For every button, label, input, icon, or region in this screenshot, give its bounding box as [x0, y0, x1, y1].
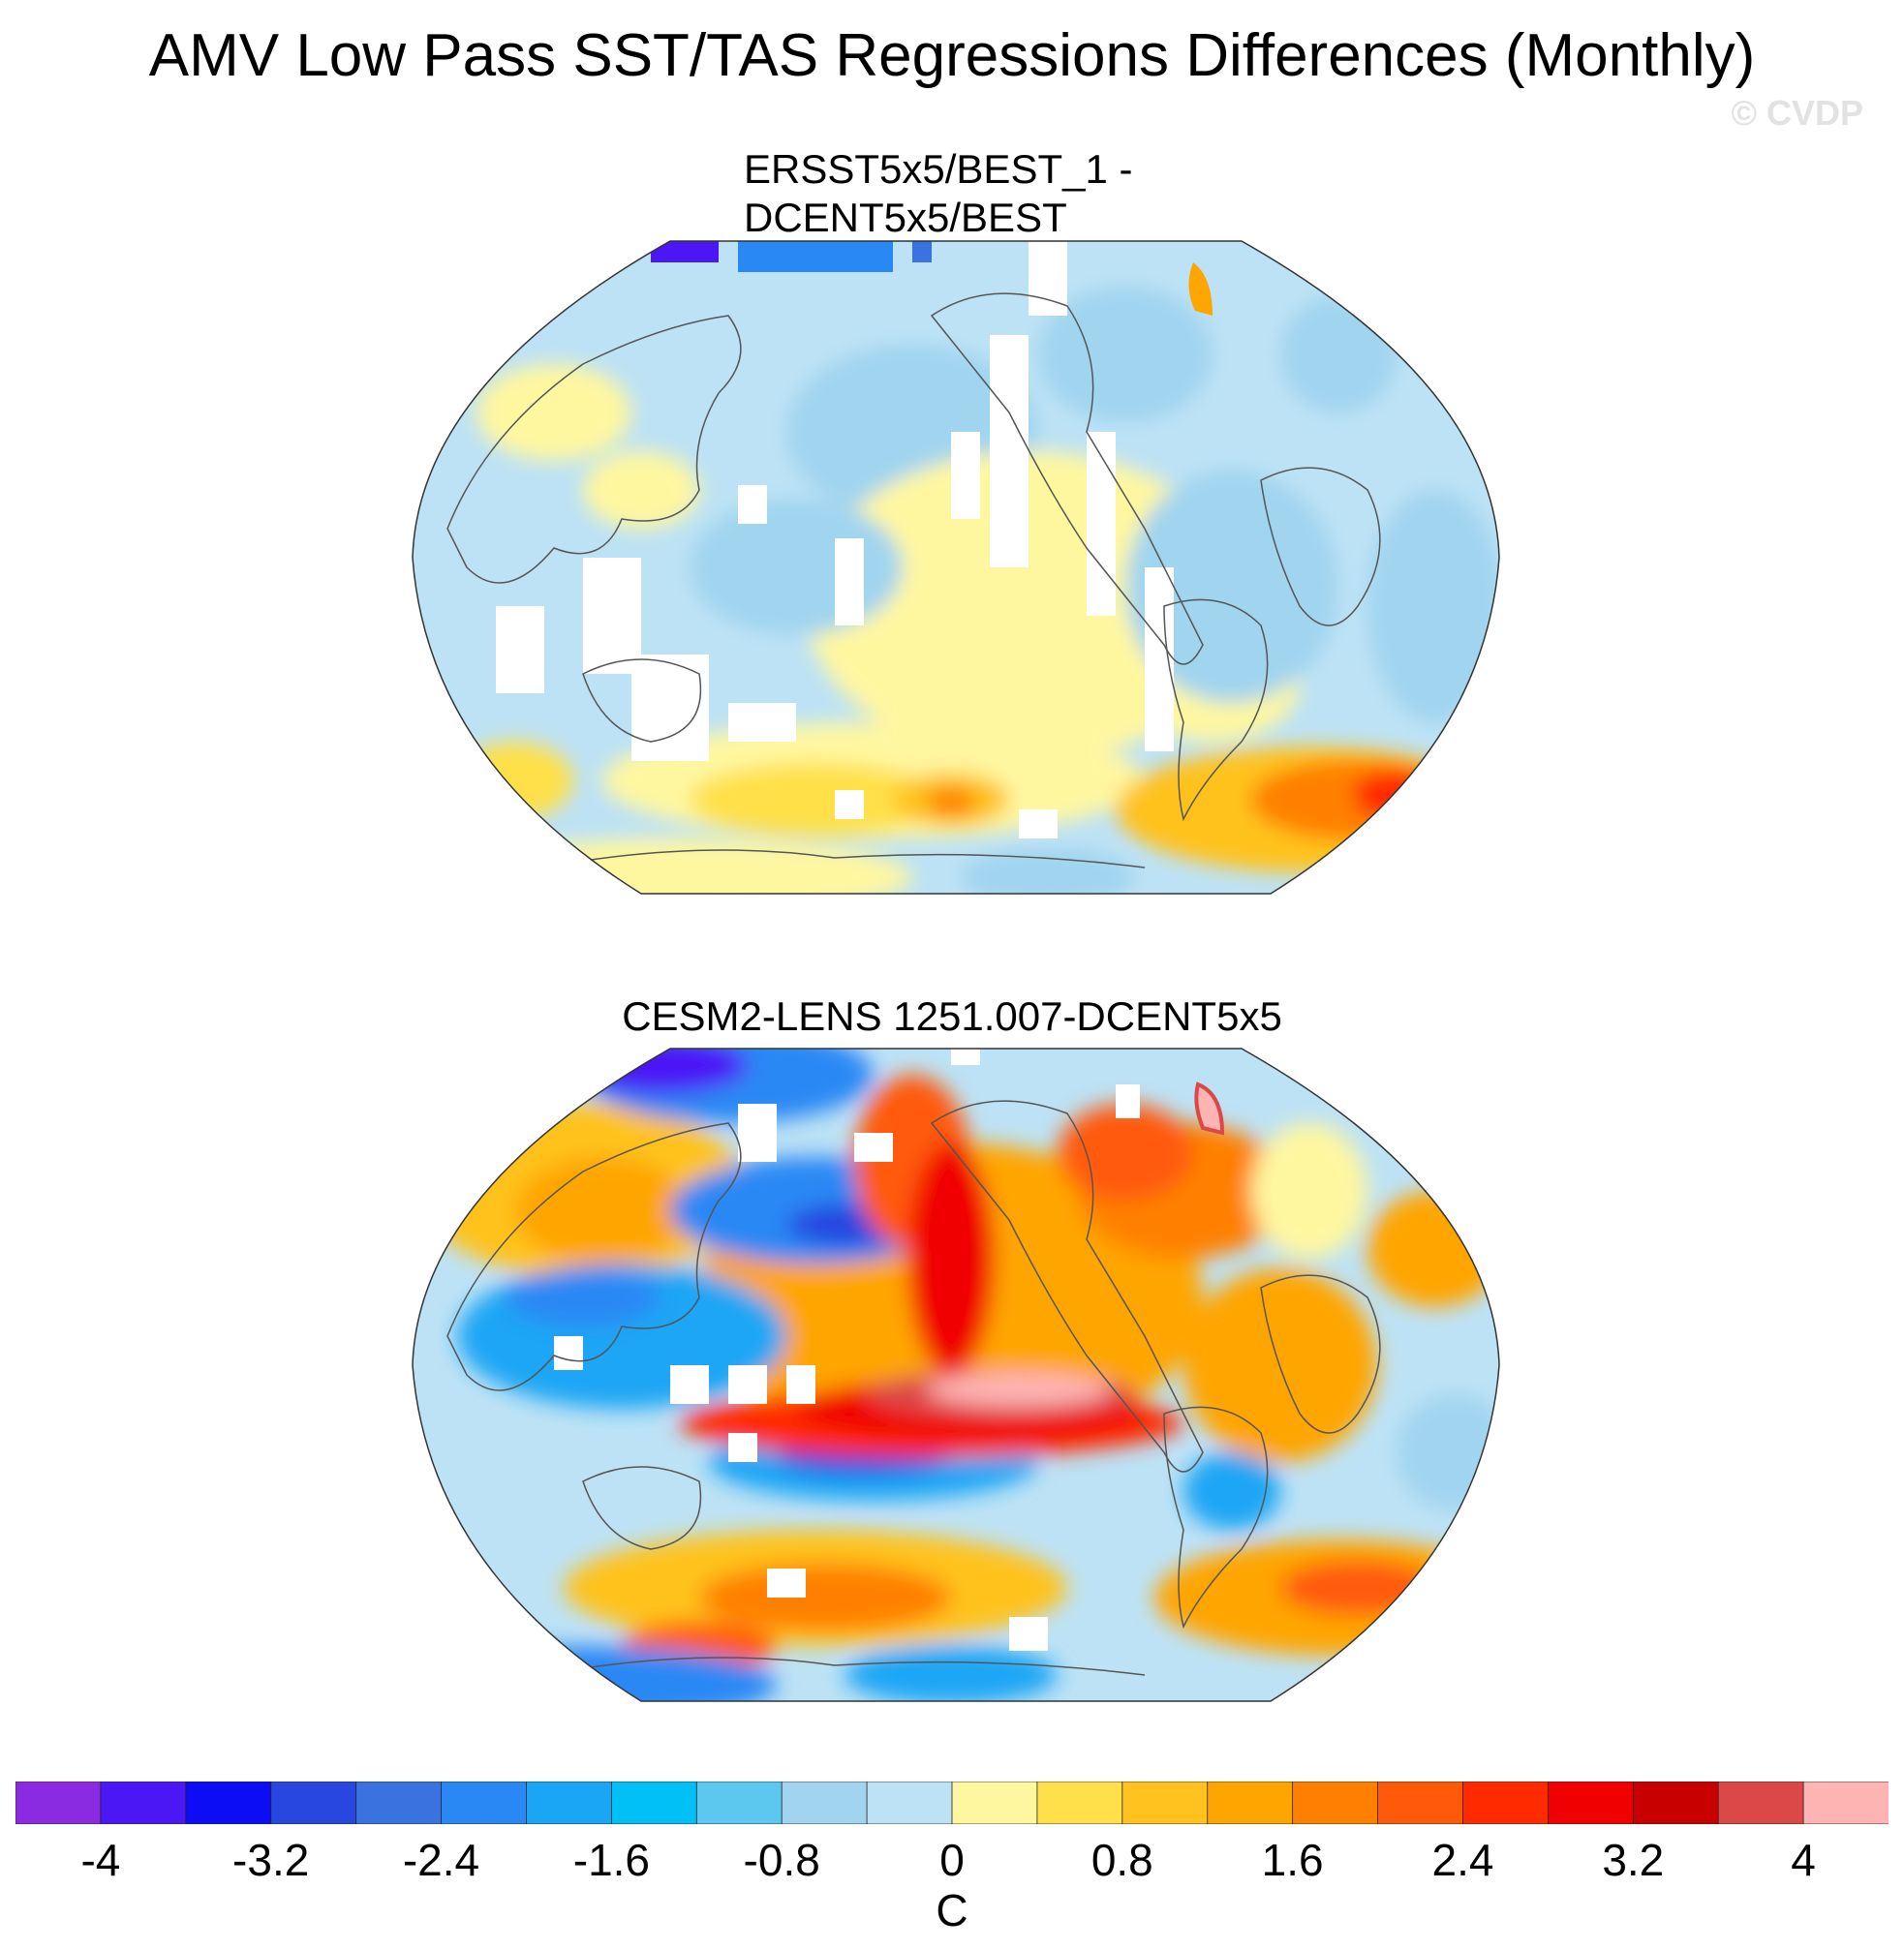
- colorbar-swatch: [866, 1782, 953, 1824]
- colorbar-swatch: [781, 1782, 868, 1824]
- colorbar-tick-label: 1.6: [1261, 1835, 1324, 1885]
- colorbar-swatch: [1207, 1782, 1294, 1824]
- colorbar-swatch: [1462, 1782, 1550, 1824]
- panel-1-title-line-1: ERSST5x5/BEST_1 -: [744, 146, 1133, 192]
- panel-2-title: CESM2-LENS 1251.007-DCENT5x5: [622, 993, 1282, 1039]
- cvdp-watermark: © CVDP: [1731, 93, 1863, 133]
- colorbar-tick-label: 4: [1791, 1835, 1816, 1885]
- colorbar-tick-label: -4: [80, 1835, 121, 1885]
- panel-1-title: ERSST5x5/BEST_1 - DCENT5x5/BEST: [744, 145, 1228, 242]
- panel-1-title-line-2: DCENT5x5/BEST: [744, 195, 1067, 240]
- colorbar-swatch: [100, 1782, 187, 1824]
- colorbar-swatch: [15, 1782, 102, 1824]
- figure-title: AMV Low Pass SST/TAS Regressions Differe…: [148, 22, 1756, 89]
- colorbar-swatch: [355, 1782, 443, 1824]
- colorbar-swatch: [695, 1782, 783, 1824]
- colorbar-swatch: [526, 1782, 613, 1824]
- colorbar-tick-label: 2.4: [1431, 1835, 1494, 1885]
- colorbar-tick-label: -3.2: [232, 1835, 310, 1885]
- colorbar-tick-label: 0: [939, 1835, 965, 1885]
- colorbar-swatch: [270, 1782, 357, 1824]
- panel-2-coastlines: [446, 1100, 1381, 1676]
- colorbar-swatch: [185, 1782, 272, 1824]
- colorbar-swatch: [1632, 1782, 1720, 1824]
- colorbar-swatch: [1292, 1782, 1379, 1824]
- colorbar-swatch: [610, 1782, 698, 1824]
- panel-1-map: [412, 240, 1500, 895]
- panel-1-missing-data-mask: [496, 241, 1174, 838]
- colorbar-swatch: [951, 1782, 1038, 1824]
- panel-2-map: [412, 1048, 1500, 1702]
- colorbar-swatch: [441, 1782, 528, 1824]
- colorbar-tick-label: -1.6: [572, 1835, 651, 1885]
- colorbar-swatch: [1377, 1782, 1464, 1824]
- colorbar-swatch: [1547, 1782, 1635, 1824]
- colorbar-tick-label: 3.2: [1602, 1835, 1665, 1885]
- colorbar-swatch: [1036, 1782, 1123, 1824]
- panel-2-missing-data-mask: [554, 1049, 1140, 1651]
- colorbar: [15, 1782, 1889, 1824]
- colorbar-tick-label: -2.4: [402, 1835, 480, 1885]
- colorbar-unit: C: [936, 1885, 968, 1935]
- colorbar-swatch: [1121, 1782, 1209, 1824]
- panel-1-coastlines: [446, 292, 1381, 868]
- colorbar-tick-label: -0.8: [743, 1835, 820, 1885]
- colorbar-swatch: [1802, 1782, 1889, 1824]
- colorbar-tick-label: 0.8: [1090, 1835, 1153, 1885]
- colorbar-swatch: [1717, 1782, 1804, 1824]
